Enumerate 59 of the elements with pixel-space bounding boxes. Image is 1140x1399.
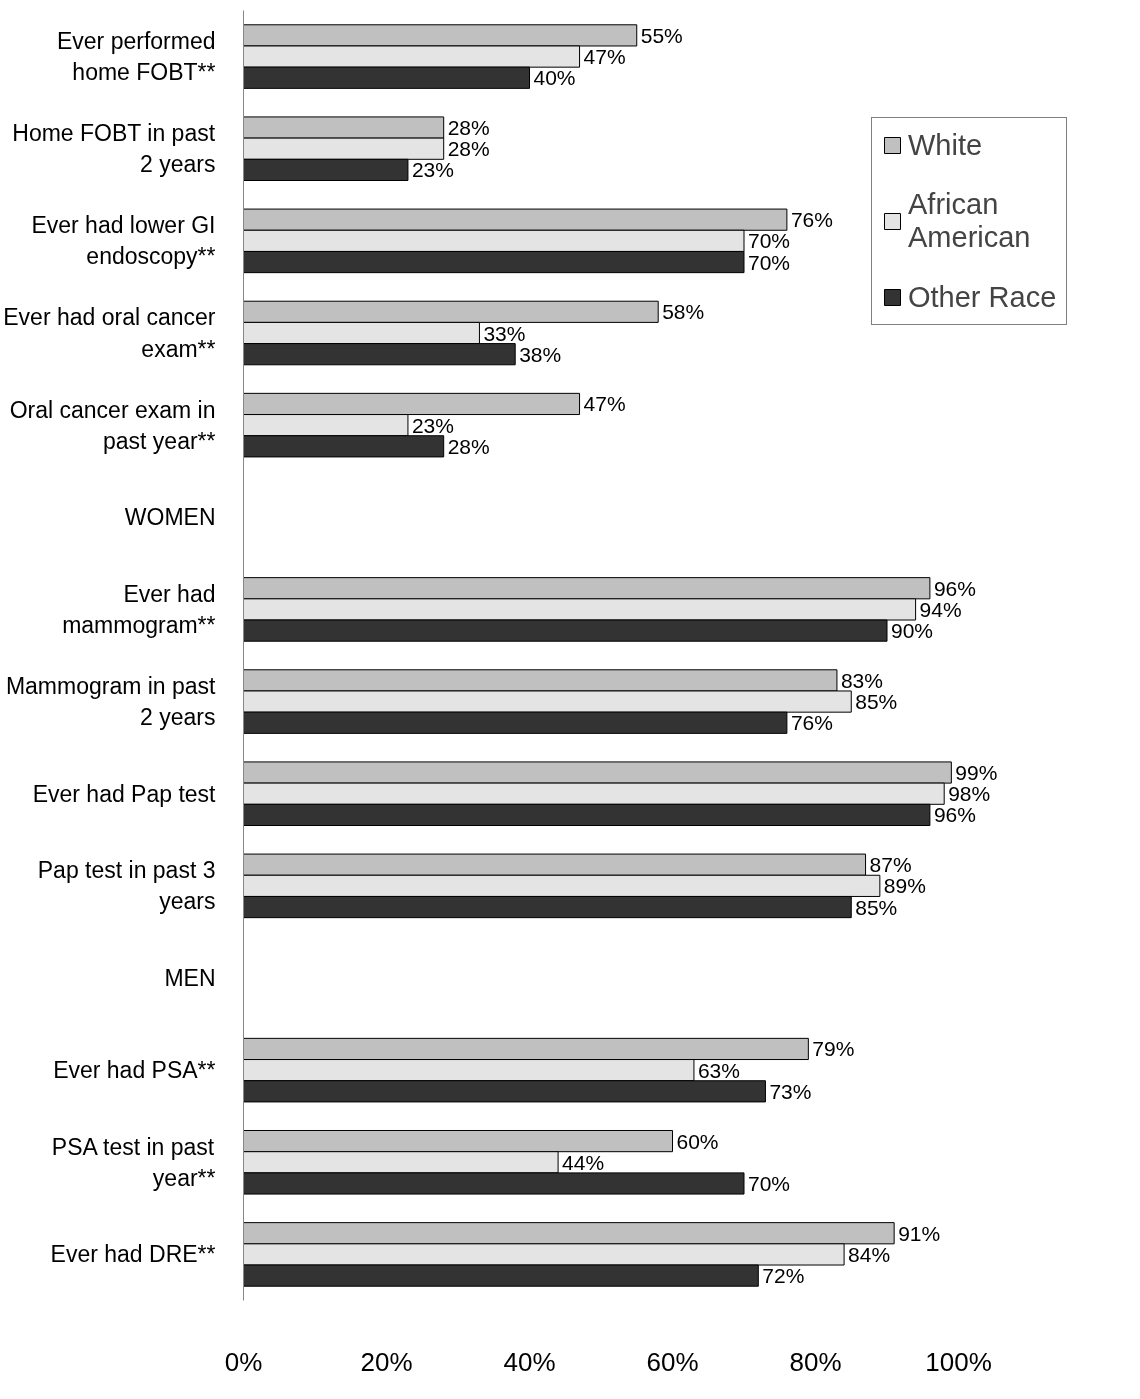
x-tick-label: 60% xyxy=(646,1346,699,1377)
y-tick-label: Pap test in past 3 years xyxy=(37,857,216,915)
x-tick-label: 100% xyxy=(925,1346,992,1377)
data-label: 72% xyxy=(762,1264,805,1288)
data-label: 28% xyxy=(447,434,490,458)
data-label: 28% xyxy=(447,116,490,140)
legend-label: African American xyxy=(908,188,1031,254)
legend-label: Other Race xyxy=(908,280,1057,314)
data-label: 73% xyxy=(769,1079,812,1103)
data-label: 79% xyxy=(812,1037,855,1061)
data-label: 60% xyxy=(676,1129,719,1153)
data-label: 83% xyxy=(840,668,883,692)
legend-label: White xyxy=(908,128,983,162)
y-tick-label: WOMEN xyxy=(124,504,216,531)
y-tick-label: Mammogram in past 2 years xyxy=(5,672,217,731)
y-tick-label: Ever had PSA** xyxy=(53,1057,216,1084)
data-label: 87% xyxy=(869,853,912,877)
y-tick-label: Ever performed home FOBT** xyxy=(56,27,216,86)
data-label: 40% xyxy=(533,66,576,90)
data-label: 70% xyxy=(748,229,791,253)
data-label: 96% xyxy=(933,803,976,827)
data-label: 47% xyxy=(583,45,626,69)
data-label: 63% xyxy=(697,1058,740,1082)
data-label: 33% xyxy=(483,321,526,345)
y-tick-label: Oral cancer exam in past year** xyxy=(9,396,216,454)
y-tick-label: Ever had mammogram** xyxy=(62,580,216,639)
y-tick-label: Ever had lower GI endoscopy** xyxy=(31,212,216,270)
data-label: 28% xyxy=(447,137,490,161)
data-label: 96% xyxy=(933,576,976,600)
data-label: 23% xyxy=(411,158,454,182)
y-tick-label: Home FOBT in past 2 years xyxy=(12,120,216,178)
data-label: 85% xyxy=(855,690,898,714)
data-label: 58% xyxy=(662,300,705,324)
data-label: 98% xyxy=(948,782,991,806)
data-label: 84% xyxy=(848,1242,891,1266)
y-tick-label: Ever had oral cancer exam** xyxy=(3,304,216,362)
data-label: 90% xyxy=(891,619,934,643)
data-label: 91% xyxy=(898,1221,941,1245)
x-tick-label: 40% xyxy=(503,1346,556,1377)
data-label: 99% xyxy=(955,761,998,785)
data-label: 47% xyxy=(583,392,626,416)
data-label: 55% xyxy=(640,23,683,47)
x-tick-label: 0% xyxy=(224,1346,263,1377)
data-label: 70% xyxy=(748,250,791,274)
data-label: 76% xyxy=(790,711,833,735)
data-label: 85% xyxy=(855,895,898,919)
x-tick-label: 20% xyxy=(360,1346,413,1377)
data-label: 76% xyxy=(790,208,833,232)
x-tick-label: 80% xyxy=(789,1346,842,1377)
y-tick-label: MEN xyxy=(164,965,216,991)
data-label: 70% xyxy=(748,1171,791,1195)
y-tick-label: Ever had DRE** xyxy=(50,1241,216,1268)
data-label: 38% xyxy=(519,342,562,366)
y-tick-label: Ever had Pap test xyxy=(32,780,217,807)
data-label: 23% xyxy=(411,413,454,437)
y-tick-label: PSA test in past year** xyxy=(51,1133,216,1191)
data-label: 44% xyxy=(562,1150,605,1174)
data-label: 89% xyxy=(883,874,926,898)
data-label: 94% xyxy=(919,597,962,621)
